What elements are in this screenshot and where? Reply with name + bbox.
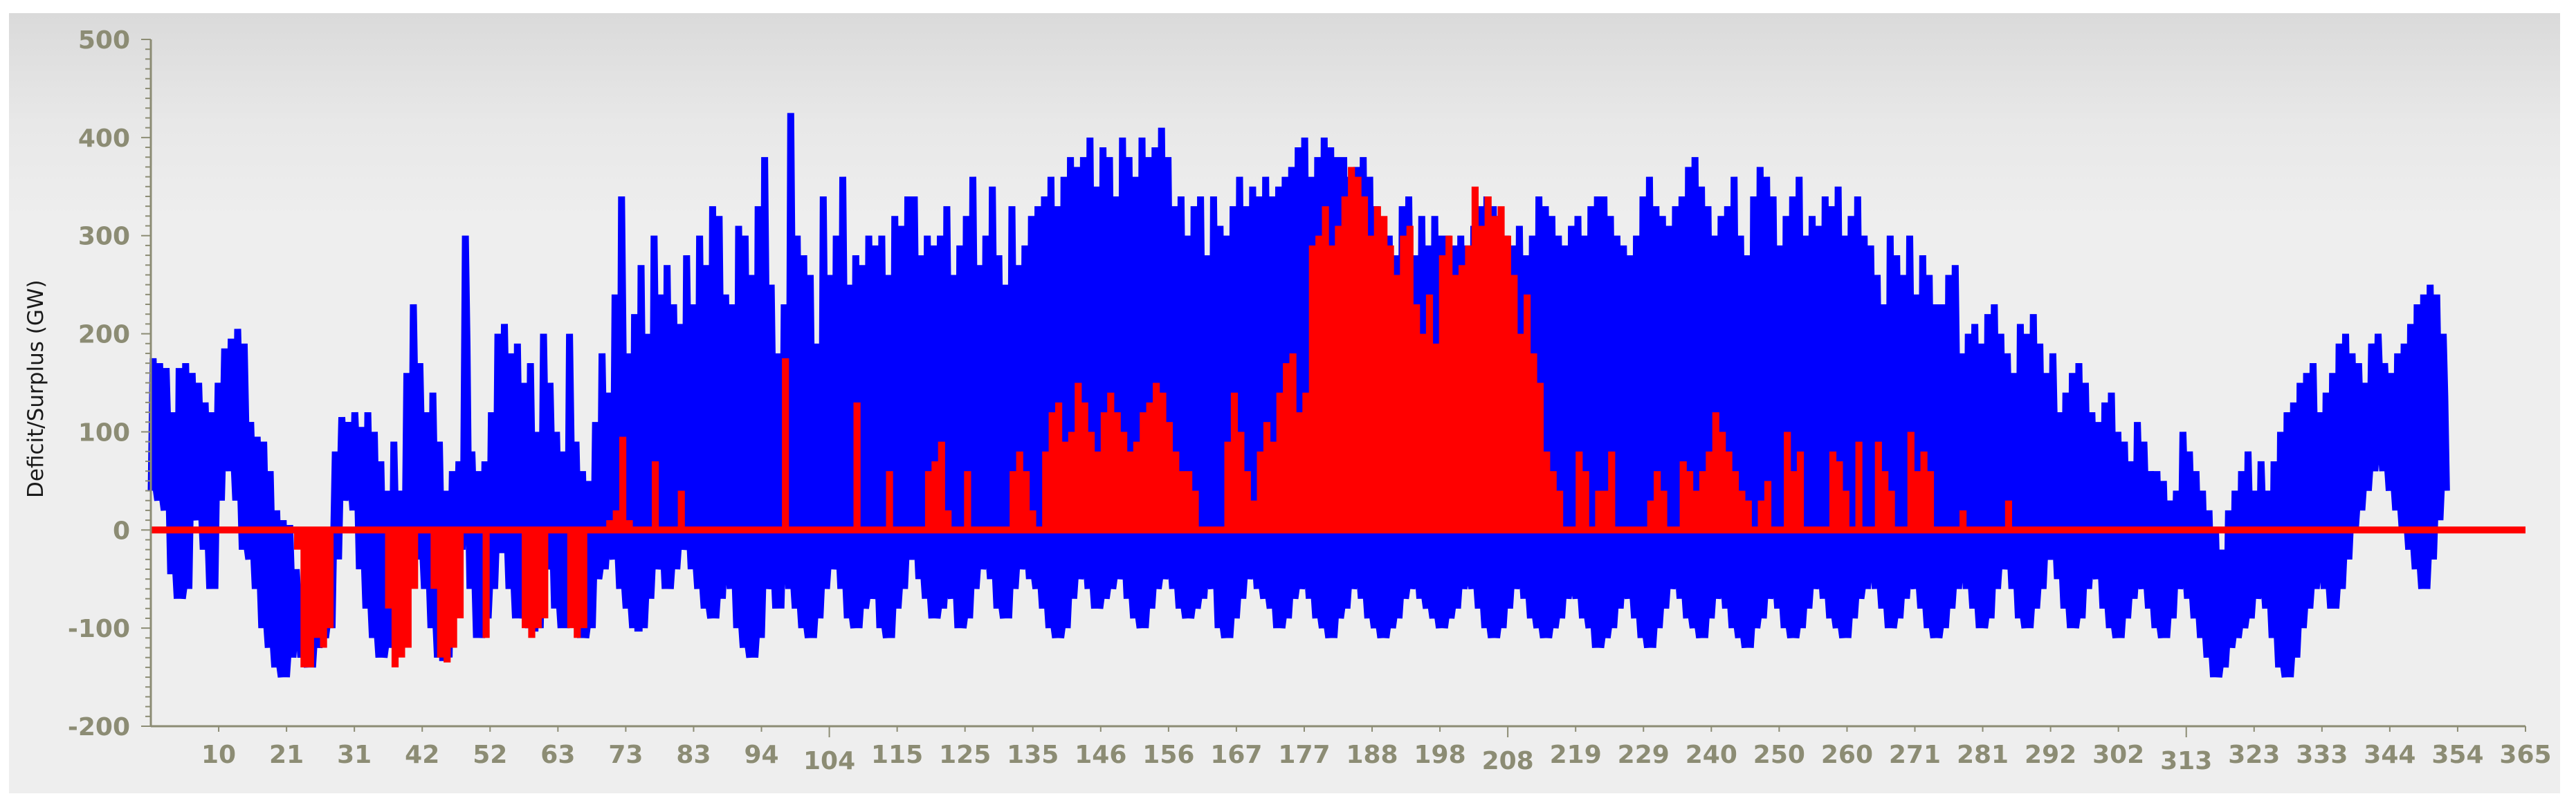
x-tick-label: 42 xyxy=(405,741,439,769)
x-tick-label: 219 xyxy=(1550,741,1602,769)
y-tick-label: 0 xyxy=(113,517,130,545)
plot-area xyxy=(147,113,2525,678)
x-tick-label: 177 xyxy=(1278,741,1330,769)
x-tick-label: 198 xyxy=(1414,741,1466,769)
x-tick-label: 115 xyxy=(871,741,923,769)
x-tick-label: 83 xyxy=(676,741,711,769)
x-tick-label: 94 xyxy=(744,741,778,769)
x-tick-label: 365 xyxy=(2499,741,2551,769)
x-tick-label: 135 xyxy=(1007,741,1059,769)
x-tick-label: 188 xyxy=(1346,741,1398,769)
x-tick-label: 229 xyxy=(1618,741,1670,769)
x-tick-label: 292 xyxy=(2025,741,2076,769)
x-tick-label: 125 xyxy=(939,741,991,769)
x-tick-label: 344 xyxy=(2364,741,2415,769)
y-tick-label: 300 xyxy=(78,223,130,251)
y-axis-title: Deficit/Surplus (GW) xyxy=(24,279,48,498)
x-tick-label: 313 xyxy=(2160,747,2212,775)
x-tick-label: 167 xyxy=(1210,741,1262,769)
x-tick-label: 281 xyxy=(1957,741,2009,769)
x-tick-label: 156 xyxy=(1142,741,1194,769)
x-tick-label: 354 xyxy=(2431,741,2483,769)
x-tick-label: 240 xyxy=(1686,741,1737,769)
x-tick-label: 21 xyxy=(269,741,304,769)
axes: 500 400 300 200 100 0 -100 -200 10 21 31 42 52 63 73 83… xyxy=(68,26,2552,775)
y-tick-label: 100 xyxy=(78,418,130,447)
x-tick-label: 31 xyxy=(337,741,372,769)
x-tick-label: 250 xyxy=(1753,741,1805,769)
y-tick-label: -100 xyxy=(68,615,130,643)
x-tick-label: 260 xyxy=(1821,741,1873,769)
x-tick-label: 63 xyxy=(540,741,575,769)
x-tick-label: 73 xyxy=(608,741,643,769)
y-tick-label: 500 xyxy=(78,26,130,55)
y-tick-label: 400 xyxy=(78,124,130,153)
x-tick-label: 333 xyxy=(2296,741,2348,769)
x-tick-label: 10 xyxy=(201,741,236,769)
x-tick-label: 146 xyxy=(1075,741,1126,769)
y-tick-label: 200 xyxy=(78,321,130,349)
x-tick-label: 208 xyxy=(1482,747,1534,775)
x-tick-label: 323 xyxy=(2228,741,2280,769)
series-red-fill xyxy=(151,167,2525,667)
x-tick-label: 271 xyxy=(1889,741,1941,769)
series-line-deficit-surplus xyxy=(147,113,2450,678)
x-tick-label: 52 xyxy=(473,741,507,769)
x-tick-label: 302 xyxy=(2092,741,2144,769)
x-tick-label: 104 xyxy=(803,747,855,775)
y-tick-label: -200 xyxy=(68,713,130,741)
